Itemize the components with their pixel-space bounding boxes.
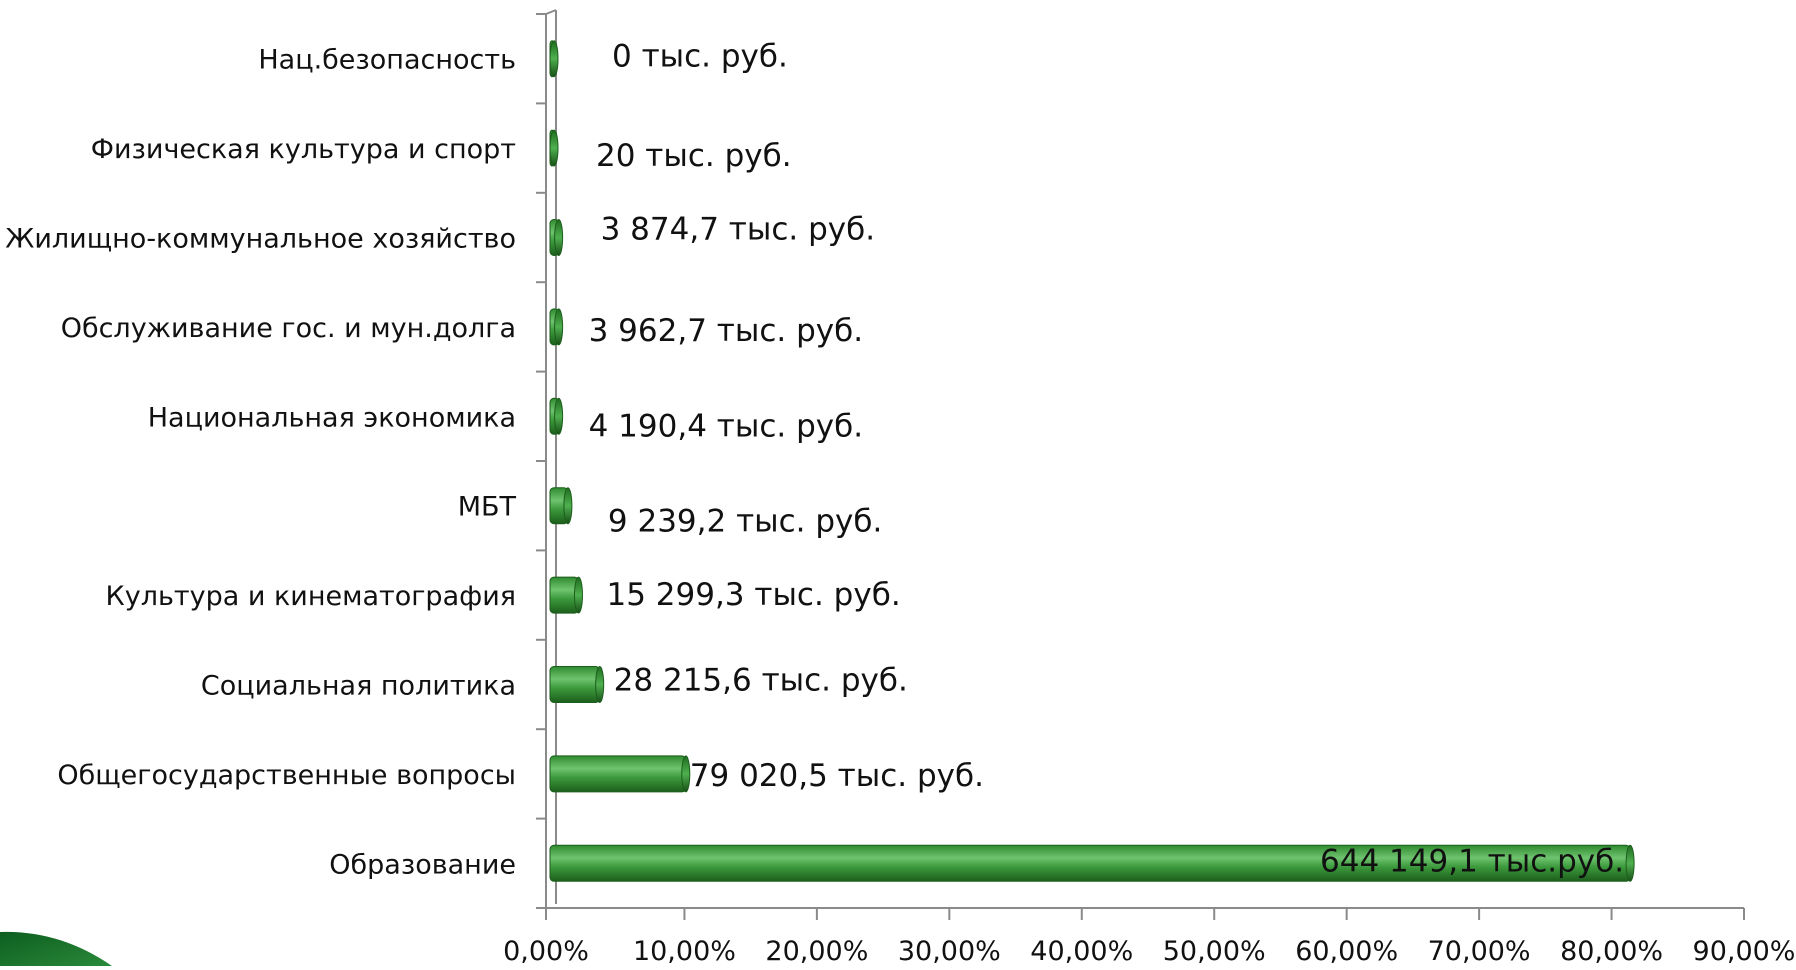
category-label: МБТ (458, 492, 517, 523)
bar-end-cap (681, 755, 691, 793)
data-label: 3 874,7 тыс. руб. (601, 212, 875, 248)
bar-end-cap (549, 40, 559, 78)
x-tick-label: 30,00% (898, 936, 1001, 966)
category-label: Культура и кинематография (106, 581, 516, 612)
bar[interactable] (549, 755, 687, 793)
x-tick-label: 50,00% (1163, 936, 1266, 966)
category-label: Образование (329, 849, 516, 880)
axis-wall-top-edge (545, 9, 557, 15)
x-tick-label: 0,00% (503, 936, 589, 966)
bar-end-cap (554, 308, 564, 346)
category-label: Физическая культура и спорт (91, 134, 516, 165)
category-label: Нац.безопасность (258, 45, 516, 76)
category-label: Общегосударственные вопросы (57, 760, 516, 791)
x-tick-label: 20,00% (765, 936, 868, 966)
category-label: Национальная экономика (148, 402, 516, 433)
x-tick-label: 60,00% (1295, 936, 1398, 966)
x-tick-label: 10,00% (633, 936, 736, 966)
bar-end-cap (595, 666, 605, 703)
data-label: 28 215,6 тыс. руб. (614, 663, 908, 699)
x-tick-label: 70,00% (1428, 936, 1531, 966)
data-label: 644 149,1 тыс.руб. (1320, 843, 1624, 879)
bar-end-cap (563, 487, 573, 525)
bar-end-cap (554, 397, 564, 435)
category-label: Социальная политика (201, 671, 516, 702)
data-label: 15 299,3 тыс. руб. (606, 577, 900, 613)
data-label: 0 тыс. руб. (612, 39, 788, 75)
bar[interactable] (549, 666, 601, 703)
bar-end-cap (1625, 844, 1635, 882)
bar-end-cap (549, 129, 559, 167)
x-tick-label: 80,00% (1560, 936, 1663, 966)
x-tick-label: 40,00% (1030, 936, 1133, 966)
bar-end-cap (573, 576, 583, 614)
category-label: Жилищно-коммунальное хозяйство (5, 224, 516, 255)
data-label: 9 239,2 тыс. руб. (608, 504, 882, 540)
category-label: Обслуживание гос. и мун.долга (61, 313, 516, 344)
data-label: 4 190,4 тыс. руб. (589, 408, 863, 444)
x-tick-label: 90,00% (1693, 936, 1796, 966)
data-label: 3 962,7 тыс. руб. (589, 313, 863, 349)
data-label: 20 тыс. руб. (596, 138, 792, 174)
data-label: 79 020,5 тыс. руб. (690, 758, 984, 794)
bar-end-cap (554, 219, 564, 256)
corner-decoration (0, 931, 112, 966)
